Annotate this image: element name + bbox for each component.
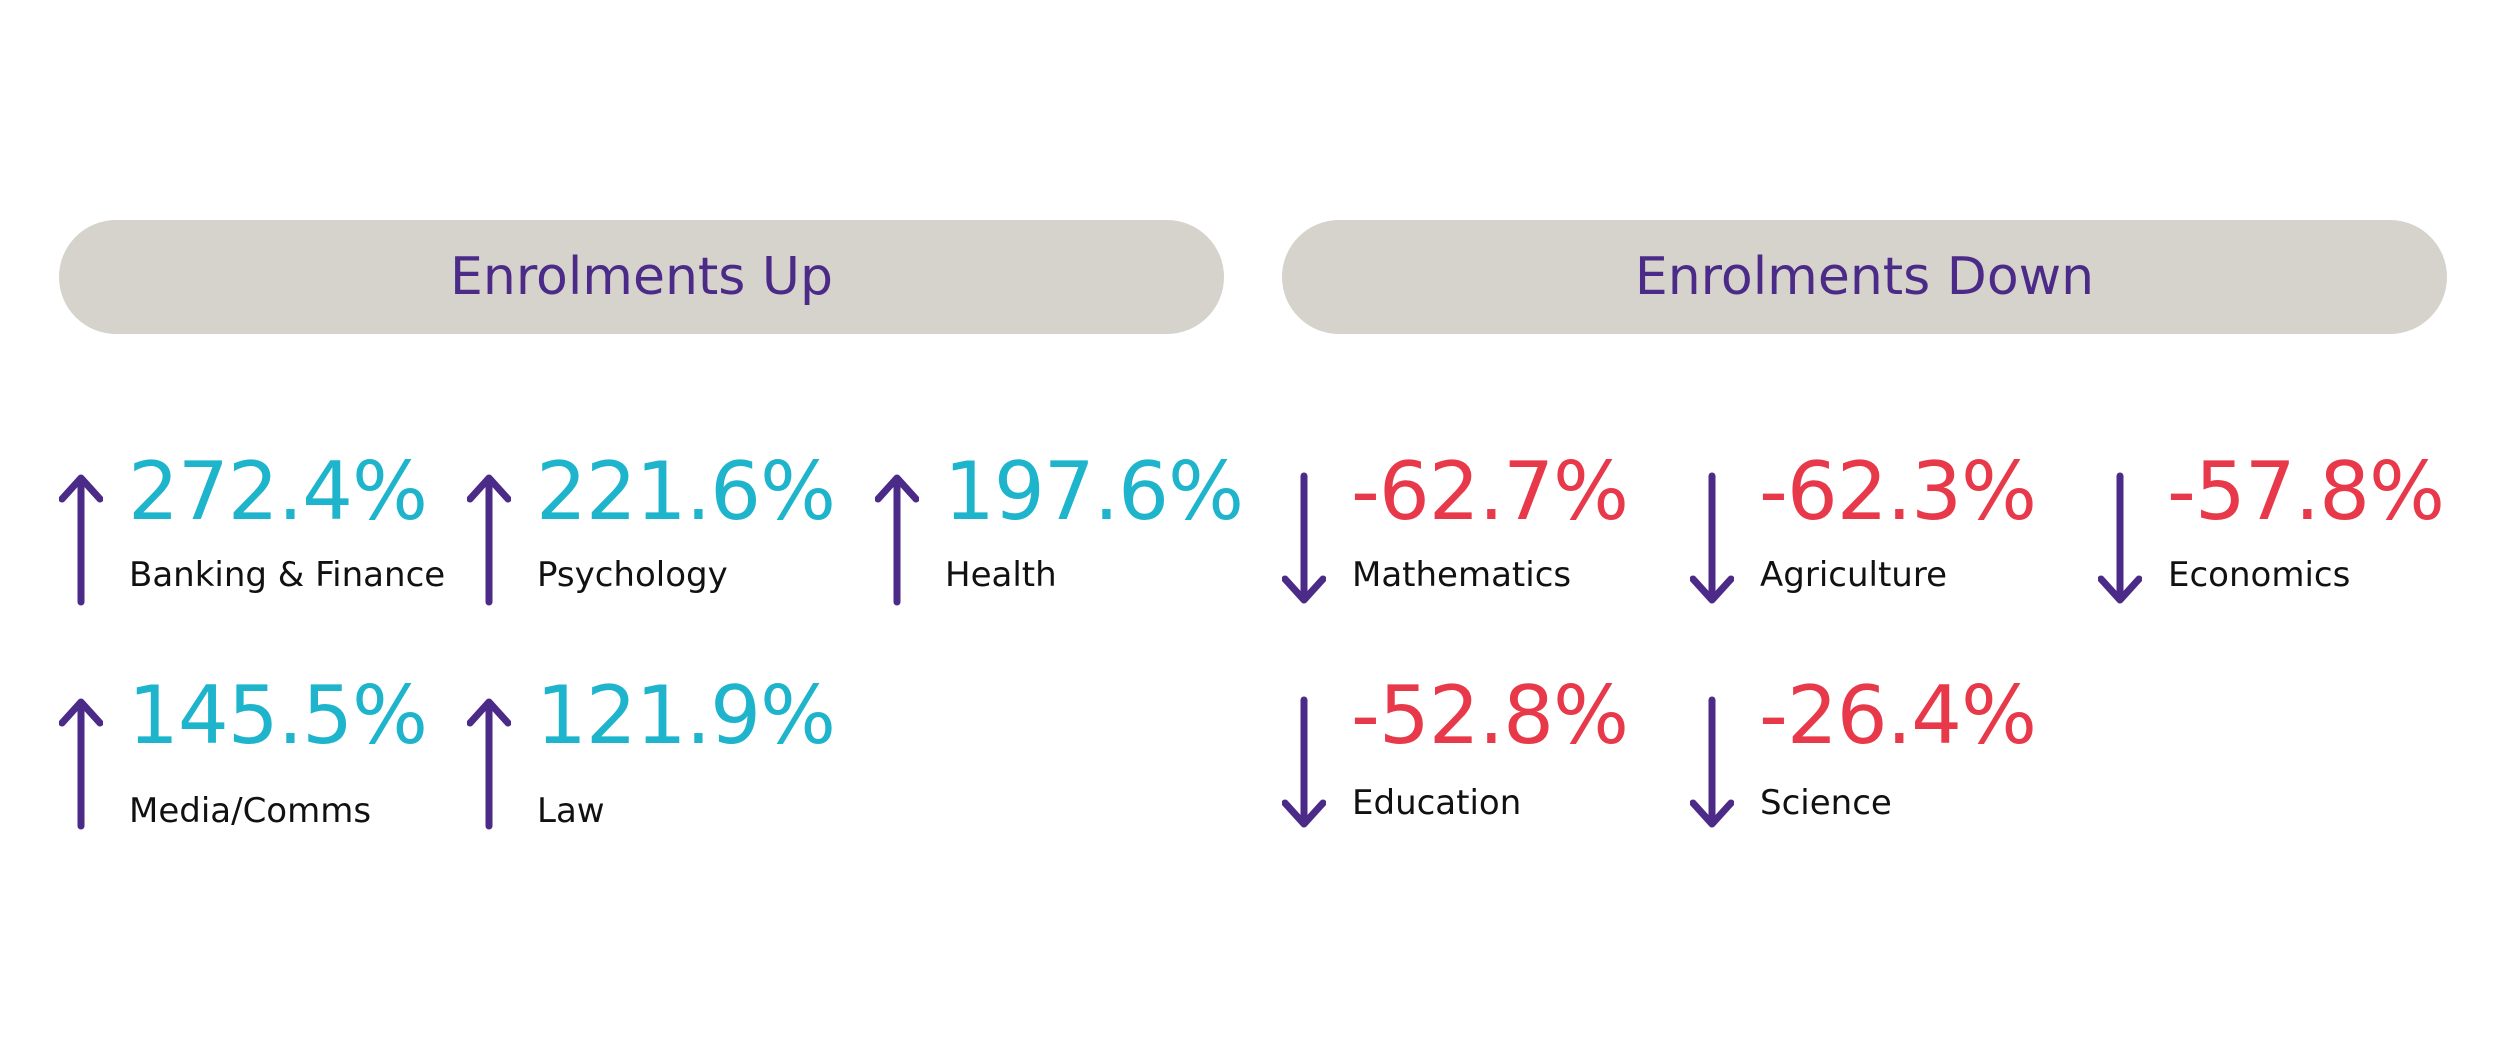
enrolments-up-header: Enrolments Up xyxy=(59,220,1224,334)
stat-label: Agriculture xyxy=(1760,555,1947,595)
stat-value: -26.4% xyxy=(1759,669,2037,762)
stat-agriculture: -62.3% Agriculture xyxy=(1690,452,2090,610)
stat-value: 197.6% xyxy=(944,445,1244,538)
stat-value: 272.4% xyxy=(128,445,428,538)
stat-value: 221.6% xyxy=(536,445,836,538)
stat-label: Media/Comms xyxy=(129,791,372,831)
stat-label: Banking & Finance xyxy=(129,555,446,595)
arrow-down-icon xyxy=(1282,694,1326,834)
stat-label: Economics xyxy=(2168,555,2351,595)
stat-label: Law xyxy=(537,791,605,831)
stat-label: Science xyxy=(1760,783,1892,823)
arrow-up-icon xyxy=(467,470,511,610)
stat-science: -26.4% Science xyxy=(1690,676,2090,834)
stat-label: Health xyxy=(945,555,1057,595)
stat-education: -52.8% Education xyxy=(1282,676,1682,834)
stat-label: Psychology xyxy=(537,555,728,595)
stat-value: -62.7% xyxy=(1351,445,1629,538)
arrow-up-icon xyxy=(59,470,103,610)
stat-health: 197.6% Health xyxy=(875,452,1275,610)
stat-economics: -57.8% Economics xyxy=(2098,452,2498,610)
stat-banking-finance: 272.4% Banking & Finance xyxy=(59,452,459,610)
stat-law: 121.9% Law xyxy=(467,676,867,834)
stat-value: 121.9% xyxy=(536,669,836,762)
arrow-down-icon xyxy=(1690,694,1734,834)
arrow-up-icon xyxy=(875,470,919,610)
enrolments-down-header: Enrolments Down xyxy=(1282,220,2447,334)
stat-value: -57.8% xyxy=(2167,445,2445,538)
enrolments-down-title: Enrolments Down xyxy=(1634,247,2095,307)
stat-mathematics: -62.7% Mathematics xyxy=(1282,452,1682,610)
stat-media-comms: 145.5% Media/Comms xyxy=(59,676,459,834)
stat-value: 145.5% xyxy=(128,669,428,762)
enrolments-up-title: Enrolments Up xyxy=(450,247,833,307)
arrow-up-icon xyxy=(59,694,103,834)
arrow-down-icon xyxy=(1690,470,1734,610)
stat-label: Mathematics xyxy=(1352,555,1572,595)
stat-label: Education xyxy=(1352,783,1522,823)
stat-psychology: 221.6% Psychology xyxy=(467,452,867,610)
arrow-up-icon xyxy=(467,694,511,834)
arrow-down-icon xyxy=(2098,470,2142,610)
arrow-down-icon xyxy=(1282,470,1326,610)
stat-value: -62.3% xyxy=(1759,445,2037,538)
stat-value: -52.8% xyxy=(1351,669,1629,762)
